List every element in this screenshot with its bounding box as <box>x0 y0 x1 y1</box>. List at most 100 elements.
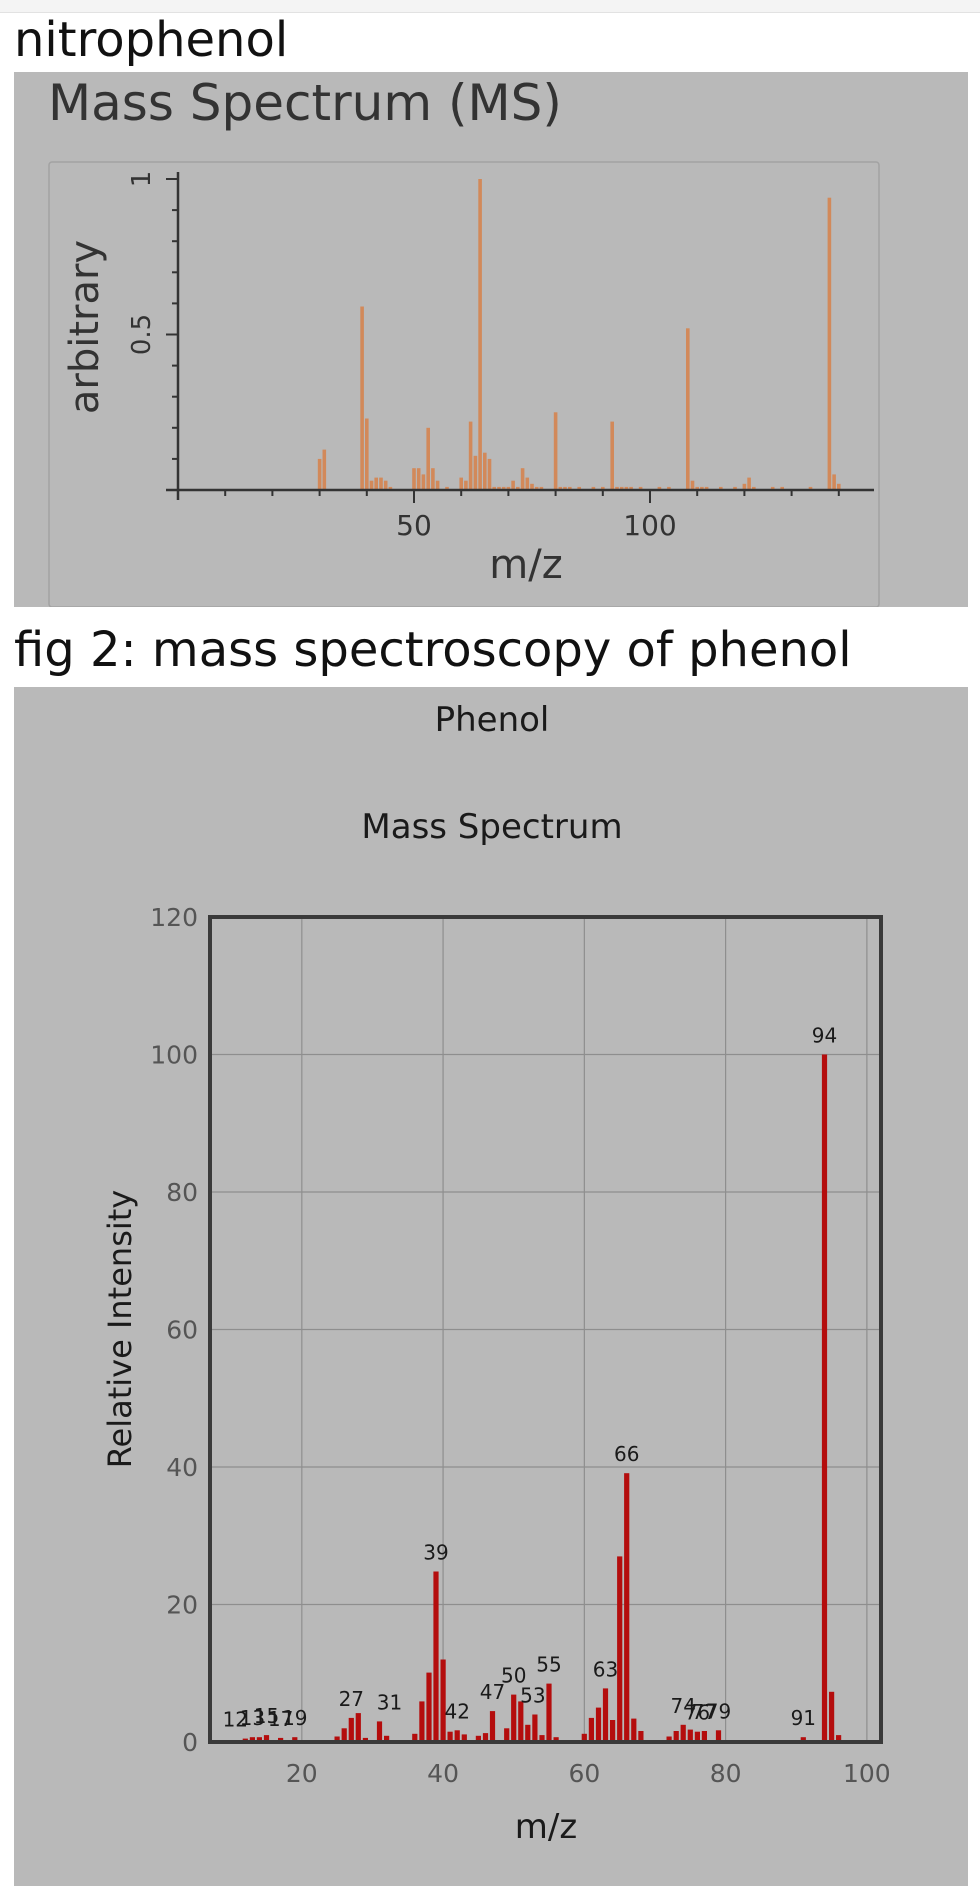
spectrum-bar <box>610 421 614 490</box>
nitrophenol-caption: nitrophenol <box>14 12 289 68</box>
spectrum-bar <box>376 1721 383 1742</box>
peak-label: 39 <box>423 1541 448 1565</box>
spectrum-bar <box>821 1054 828 1742</box>
spectrum-bar <box>836 1735 842 1742</box>
spectrum-bar <box>534 486 539 490</box>
spectrum-bar <box>624 486 629 490</box>
peak-label: 12 <box>223 1708 248 1732</box>
spectrum-bar <box>629 486 633 490</box>
spectrum-bar <box>461 1734 467 1742</box>
spectrum-bar <box>733 486 737 490</box>
spectrum-bar <box>464 480 468 490</box>
spectrum-bar <box>837 483 841 490</box>
spectrum-bar <box>421 474 426 490</box>
spectrum-bar <box>690 480 695 490</box>
spectrum-bar <box>504 1728 510 1743</box>
peak-label: 77 <box>692 1700 717 1724</box>
spectrum-bar <box>516 486 520 490</box>
spectrum-bar <box>752 486 756 490</box>
y-tick-label: 40 <box>166 1453 198 1482</box>
spectrum-bar <box>487 458 492 490</box>
y-tick-label: 0.5 <box>127 314 157 355</box>
spectrum-bar <box>383 480 388 490</box>
chart-title: Mass Spectrum <box>361 807 622 847</box>
spectrum-bar <box>431 468 435 490</box>
spectrum-bar <box>701 1731 707 1742</box>
spectrum-bar <box>426 427 430 490</box>
peak-label: 13 <box>240 1706 265 1730</box>
spectrum-bar <box>631 1718 637 1742</box>
spectrum-bar <box>388 486 393 490</box>
x-tick-label: 60 <box>568 1759 600 1788</box>
peak-label: 47 <box>480 1680 505 1704</box>
peak-label: 31 <box>377 1690 402 1714</box>
spectrum-bar <box>624 1473 630 1742</box>
peak-label: 53 <box>520 1684 545 1708</box>
peak-label: 42 <box>444 1699 469 1723</box>
spectrum-bar <box>412 1733 418 1743</box>
spectrum-bar <box>546 1683 552 1742</box>
spectrum-bar <box>715 1730 722 1742</box>
x-tick-label: 40 <box>427 1759 459 1788</box>
spectrum-bar <box>440 1659 446 1742</box>
spectrum-bar <box>619 486 624 490</box>
spectrum-bar <box>384 1735 390 1742</box>
spectrum-bar <box>518 1701 524 1742</box>
spectrum-bar <box>433 1571 439 1742</box>
spectrum-bar <box>673 1731 679 1742</box>
spectrum-bar <box>694 1731 700 1742</box>
spectrum-bar <box>263 1735 270 1742</box>
spectrum-bar <box>506 486 511 490</box>
y-tick-label: 60 <box>166 1316 198 1345</box>
spectrum-bar <box>700 486 704 490</box>
spectrum-bar <box>615 486 619 490</box>
spectrum-bar <box>695 486 699 490</box>
peak-label: 79 <box>706 1699 731 1723</box>
y-tick-label: 1 <box>127 171 157 188</box>
spectrum-bar <box>520 468 525 490</box>
spectrum-bar <box>780 486 784 490</box>
x-axis-label: m/z <box>515 1807 577 1847</box>
spectrum-bar <box>601 486 605 490</box>
spectrum-bar <box>539 1735 545 1742</box>
axis-ticks: 50 100 0.5 1 <box>127 171 840 542</box>
status-strip <box>0 0 980 13</box>
spectrum-bar <box>445 486 449 490</box>
spectrum-bar <box>489 1711 496 1742</box>
spectrum-bar <box>832 474 836 490</box>
peak-label: 94 <box>812 1024 837 1048</box>
spectrum-bar <box>666 1736 672 1742</box>
y-tick-label: 20 <box>166 1591 198 1620</box>
spectrum-bar <box>742 483 747 490</box>
spectrum-bar <box>595 1707 602 1742</box>
y-tick-label: 80 <box>166 1178 198 1207</box>
phenol-chart-panel: Phenol Mass Spectrum 12 13 15 17 19 27 31 39 42 4… <box>14 687 968 1886</box>
spectrum-bar <box>473 455 478 490</box>
spectrum-bar <box>435 480 440 490</box>
plot-frame <box>48 161 880 607</box>
grid-lines <box>210 917 881 1742</box>
spectrum-bar <box>492 486 496 490</box>
x-tick-label: 80 <box>710 1759 742 1788</box>
spectrum-bar <box>638 486 643 490</box>
peak-label: 76 <box>685 1701 710 1725</box>
spectrum-bar <box>568 486 572 490</box>
peak-label: 63 <box>593 1657 618 1681</box>
spectrum-bar <box>317 458 322 490</box>
spectrum-bar <box>459 477 463 490</box>
x-tick-label: 50 <box>396 509 432 542</box>
spectrum-bar <box>475 1735 481 1742</box>
spectrum-bar <box>256 1737 262 1742</box>
spectrum-bar <box>322 449 327 490</box>
spectrum-bar <box>610 1720 616 1742</box>
spectrum-bar <box>374 477 378 490</box>
spectrum-bar <box>334 1736 340 1742</box>
spectrum-bar <box>602 1688 609 1742</box>
spectrum-bar <box>365 418 369 490</box>
x-tick-label: 100 <box>623 509 676 542</box>
peak-label: 91 <box>791 1706 816 1730</box>
plot-frame <box>208 915 883 1744</box>
spectrum-bar <box>638 1731 644 1742</box>
